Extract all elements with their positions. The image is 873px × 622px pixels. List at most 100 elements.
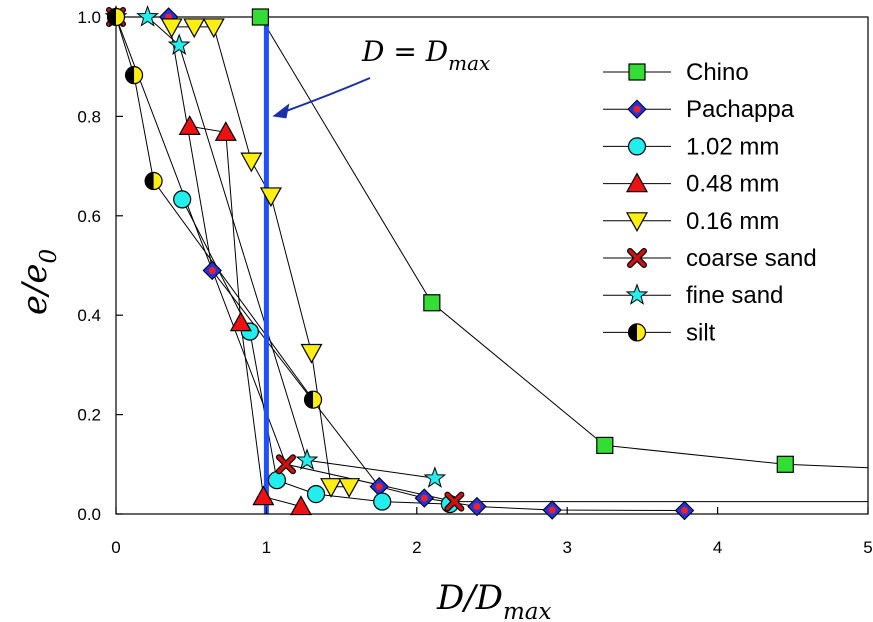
series-0-48-mm (178, 115, 313, 516)
point-0-16-mm (259, 187, 282, 208)
point-coarse-sand (277, 455, 295, 474)
legend-label: 0.48 mm (686, 171, 779, 198)
y-tick-label: 0.8 (77, 107, 101, 126)
legend-marker-silt-dark-half (628, 323, 637, 341)
series-fine-sand (104, 5, 447, 488)
plot-frame (115, 16, 869, 515)
series-line-0-16-mm (171, 26, 350, 488)
point-fine-sand (167, 33, 191, 56)
point-chino (596, 436, 614, 455)
annotation-main: D = D (361, 35, 448, 68)
legend-item-pachappa: Pachappa (603, 96, 795, 123)
legend-label: 0.16 mm (686, 208, 779, 235)
point-0-16-mm (202, 18, 225, 39)
point-pachappa-center (681, 507, 689, 515)
point-pachappa-center (208, 266, 216, 274)
x-tick-label: 4 (713, 538, 722, 557)
legend-marker-0-16-mm (625, 212, 649, 233)
x-axis-label-main: D/D (436, 578, 503, 618)
y-tick-label: 0.4 (77, 306, 101, 325)
x-tick-label: 1 (262, 538, 271, 557)
x-tick-label: 5 (863, 538, 872, 557)
annotation-arrow-line (282, 77, 371, 114)
legend-item-silt: silt (603, 319, 716, 346)
point-1-02-mm (173, 190, 192, 209)
point-silt-dark-half (107, 8, 116, 26)
point-silt-dark-half (304, 391, 314, 409)
point-0-48-mm (229, 311, 252, 332)
point-fine-sand (136, 5, 159, 27)
point-0-48-mm (214, 121, 237, 141)
point-0-16-mm (300, 343, 323, 364)
x-tick-label: 2 (412, 538, 421, 557)
point-pachappa-center (420, 494, 428, 502)
annotation-arrow-head (272, 103, 290, 119)
point-chino (776, 455, 794, 473)
point-0-48-mm (252, 485, 275, 506)
point-1-02-mm (267, 471, 287, 490)
series-layer (104, 5, 794, 521)
point-fine-sand (423, 466, 447, 488)
x-tick-label: 0 (111, 538, 120, 557)
series-0-16-mm (160, 18, 361, 498)
legend-label: 1.02 mm (686, 133, 779, 160)
series-line-silt (116, 16, 314, 400)
series-chino (251, 8, 794, 473)
legend-label: Pachappa (686, 96, 795, 123)
series-line-chino (259, 16, 869, 469)
y-tick-label: 0.6 (77, 207, 101, 226)
y-tick-label: 0.2 (77, 406, 101, 425)
legend-marker-1-02-mm (627, 137, 647, 156)
point-pachappa-center (473, 503, 481, 511)
legend-marker-pachappa-center (633, 105, 641, 113)
point-chino (423, 294, 441, 312)
series-line-fine-sand (116, 16, 435, 479)
series-line-0-48-mm (189, 125, 302, 507)
legend-marker-chino (628, 63, 646, 81)
y-tick-label: 0.0 (77, 505, 101, 524)
point-pachappa-center (375, 483, 383, 491)
legend-item-fine-sand: fine sand (603, 282, 783, 309)
legend-label: Chino (686, 59, 749, 86)
point-pachappa-center (548, 506, 556, 514)
y-axis-label-sub: 0 (36, 249, 62, 264)
point-chino (251, 8, 269, 26)
point-0-48-mm (178, 115, 201, 135)
legend-marker-coarse-sand (628, 249, 646, 267)
point-0-16-mm (160, 18, 183, 39)
series-coarse-sand (106, 7, 465, 512)
point-0-16-mm (320, 478, 343, 498)
point-coarse-sand (445, 492, 464, 511)
point-0-16-mm (338, 478, 361, 498)
axes: 0 1 2 3 4 5 0.0 0.2 0.4 0.6 0.8 1.0 (77, 8, 872, 557)
series-silt (106, 7, 323, 409)
legend-label: silt (686, 319, 716, 346)
point-silt-dark-half (125, 66, 135, 84)
x-axis-label: D/Dmax (436, 578, 552, 622)
legend-item-0-16-mm: 0.16 mm (603, 208, 779, 235)
point-1-02-mm (373, 492, 392, 511)
legend: Chino Pachappa 1.02 mm 0.48 mm 0.16 mm coarse… (603, 59, 817, 346)
point-0-16-mm (183, 18, 206, 39)
annotation-label: D = Dmax (361, 35, 490, 75)
y-axis-label-main: e/e (15, 263, 55, 315)
legend-marker-0-48-mm (625, 172, 649, 193)
legend-item-1-02-mm: 1.02 mm (603, 133, 779, 160)
series-line-coarse-sand (116, 16, 868, 503)
point-1-02-mm (306, 485, 326, 504)
legend-marker-fine-sand (625, 283, 649, 305)
legend-item-0-48-mm: 0.48 mm (603, 171, 779, 198)
y-tick-label: 1.0 (77, 8, 101, 27)
legend-item-coarse-sand: coarse sand (603, 245, 817, 272)
series-pachappa (158, 7, 695, 521)
legend-item-chino: Chino (603, 59, 749, 86)
series-line-1-02-mm (181, 199, 450, 505)
point-0-48-mm (289, 495, 313, 516)
x-axis-label-sub: max (503, 599, 552, 622)
legend-label: coarse sand (686, 245, 817, 272)
y-axis-label: e/e0 (15, 249, 62, 315)
annotation-sub: max (448, 51, 490, 75)
point-fine-sand (295, 448, 319, 471)
x-tick-label: 3 (562, 538, 571, 557)
